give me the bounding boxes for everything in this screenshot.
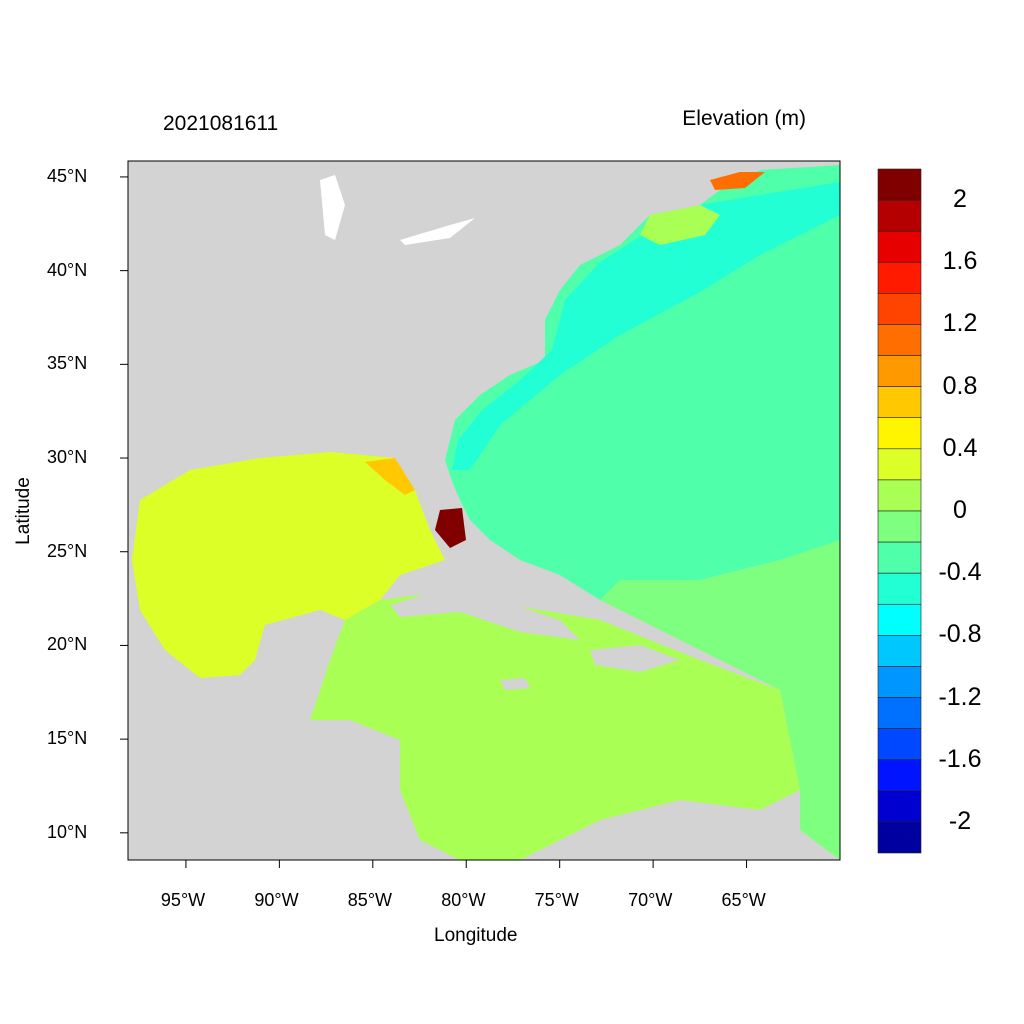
y-axis-label: Latitude xyxy=(12,477,34,545)
gulf-of-maine xyxy=(640,205,720,245)
colorbar-box xyxy=(877,355,922,387)
colorbar-box xyxy=(877,541,922,574)
colorbar-box xyxy=(877,386,922,419)
colorbar-label: -1.6 xyxy=(938,744,982,773)
colorbar-box xyxy=(877,293,922,325)
colorbar-box xyxy=(877,230,922,263)
colorbar-label: 2 xyxy=(953,185,967,214)
colorbar-label: 0.8 xyxy=(942,371,978,400)
caribbean-sea xyxy=(310,595,800,860)
map-frame xyxy=(127,160,841,861)
colorbar-box xyxy=(877,603,922,636)
colorbar-box xyxy=(877,324,922,356)
lon-tick-label: 85°W xyxy=(347,890,393,910)
lat-tick-label: 30°N xyxy=(47,447,88,468)
colorbar-box xyxy=(877,635,922,667)
colorbar-box xyxy=(877,479,922,512)
colorbar-label: -0.4 xyxy=(938,558,982,587)
map-area xyxy=(127,160,841,861)
colorbar-box xyxy=(877,666,922,698)
lon-tick-label: 70°W xyxy=(628,890,673,910)
colorbar-label: 1.2 xyxy=(942,309,978,338)
lat-tick-label: 35°N xyxy=(47,353,88,374)
atlantic-ocean xyxy=(445,165,840,610)
colorbar-label: -0.8 xyxy=(938,620,982,649)
lat-tick-label: 10°N xyxy=(47,821,88,842)
colorbar-box xyxy=(877,510,922,543)
lat-tick-label: 25°N xyxy=(47,540,88,561)
colorbar-box xyxy=(877,572,922,605)
great-lake-erie xyxy=(400,218,475,245)
colorbar-label: 1.6 xyxy=(942,247,978,276)
colorbar-box xyxy=(877,199,922,232)
colorbar-box xyxy=(877,790,922,823)
gulf-of-mexico xyxy=(132,452,445,678)
colorbar-box xyxy=(877,821,922,854)
great-lake-michigan xyxy=(320,175,345,240)
northeast-hotspot xyxy=(710,172,765,190)
lon-tick-label: 80°W xyxy=(441,890,486,910)
colorbar-box xyxy=(877,417,922,450)
colorbar-box xyxy=(877,759,922,792)
lon-tick-label: 75°W xyxy=(534,890,579,910)
hispaniola xyxy=(590,645,680,672)
colorbar-box xyxy=(877,168,922,201)
colorbar-label: -2 xyxy=(948,806,972,835)
cuba xyxy=(390,590,580,640)
lat-tick-label: 45°N xyxy=(47,165,88,186)
variable-title: Elevation (m) xyxy=(682,107,806,130)
colorbar-label: 0 xyxy=(953,496,967,524)
east-caribbean-atlantic xyxy=(600,540,840,860)
colorbar xyxy=(877,168,922,854)
jamaica xyxy=(500,678,530,690)
lat-tick-label: 20°N xyxy=(47,634,88,655)
axis-ticks xyxy=(120,176,748,868)
lat-tick-label: 40°N xyxy=(47,259,88,280)
timestamp-title: 2021081611 xyxy=(163,112,279,135)
x-axis-label: Longitude xyxy=(434,925,518,946)
colorbar-label: 0.4 xyxy=(942,433,978,462)
colorbar-box xyxy=(877,448,922,481)
yucatan xyxy=(255,610,345,720)
lon-tick-label: 90°W xyxy=(254,890,299,910)
lon-tick-label: 65°W xyxy=(721,890,766,910)
colorbar-box xyxy=(877,728,922,761)
gulf-hotspot xyxy=(365,458,415,495)
lon-tick-label: 95°W xyxy=(160,890,206,910)
lat-tick-label: 15°N xyxy=(47,728,88,749)
colorbar-label: -1.2 xyxy=(938,682,982,711)
colorbar-box xyxy=(877,697,922,729)
south-florida-hotspot xyxy=(435,508,466,548)
atlantic-coastal-band xyxy=(452,182,840,470)
colorbar-box xyxy=(877,261,922,294)
